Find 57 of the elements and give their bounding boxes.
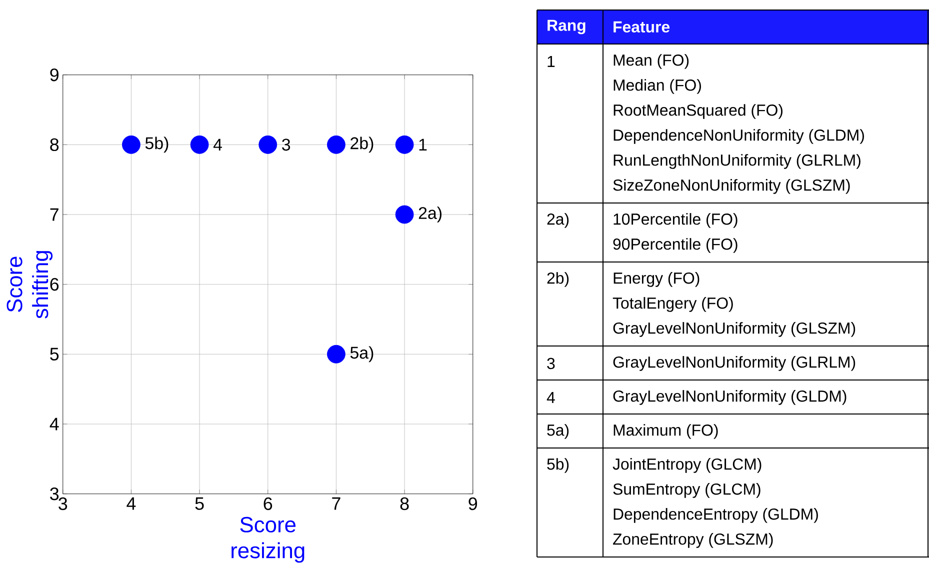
point: [327, 344, 346, 364]
x-tick-label: 7: [332, 497, 340, 510]
category-label: 2a): [547, 213, 569, 228]
text: TotalEngery (FO): [612, 297, 733, 312]
category-label: 2b): [547, 272, 569, 287]
text: GrayLevelNonUniformity (GLRLM): [613, 356, 856, 371]
y-tick-label: 9: [50, 68, 59, 82]
point: [258, 135, 278, 154]
point: [190, 135, 209, 154]
text: GrayLevelNonUniformity (GLDM): [613, 390, 846, 405]
y-tick-label: 5: [50, 348, 59, 360]
text: DependenceNonUniformity (GLDM): [614, 129, 864, 144]
annotation: 3: [282, 138, 290, 151]
category-label: 5a): [547, 424, 569, 439]
x-tick-label: 3: [58, 497, 68, 510]
category-label: Rang: [548, 20, 586, 34]
text: DependenceEntropy (GLDM): [614, 508, 818, 523]
category-label: 1: [548, 56, 555, 67]
annotation: 4: [213, 138, 222, 151]
point: [327, 135, 346, 154]
category-label: Feature: [614, 21, 670, 33]
point: [395, 205, 414, 224]
annotation: 5b): [145, 136, 168, 153]
text: SizeZoneNonUniformity (GLSZM): [613, 179, 850, 194]
y-tick-label: 7: [50, 208, 58, 221]
x-tick-label: 5: [195, 497, 204, 510]
y-tick-label: 8: [50, 138, 59, 152]
text: 10Percentile (FO): [614, 213, 738, 228]
x-axis-title: Score resizing: [232, 516, 304, 563]
category-label: 3: [547, 358, 555, 370]
category-label: 4: [546, 392, 555, 403]
text: Mean (FO): [614, 54, 689, 69]
text: Energy (FO): [614, 272, 700, 287]
text: GrayLevelNonUniformity (GLSZM): [613, 322, 856, 337]
y-tick-label: 6: [50, 278, 59, 291]
text: ZoneEntropy (GLSZM): [613, 533, 773, 548]
annotation: 1: [419, 138, 427, 151]
point: [122, 135, 140, 154]
annotation: 5a): [350, 346, 374, 362]
text: RunLengthNonUniformity (GLRLM): [614, 154, 860, 169]
annotation: 2b): [350, 136, 374, 153]
category-label: 5b): [547, 458, 569, 473]
text: SumEntropy (GLCM): [613, 483, 760, 498]
text: Maximum (FO): [614, 424, 718, 439]
annotation: 2a): [418, 206, 442, 222]
text: JointEntropy (GLCM): [612, 458, 762, 473]
point: [395, 135, 414, 154]
y-tick-label: 4: [50, 418, 59, 430]
text: 90Percentile (FO): [613, 238, 738, 253]
x-tick-label: 9: [468, 497, 478, 510]
text: Median (FO): [614, 79, 701, 94]
y-tick-label: 3: [50, 487, 59, 500]
x-tick-label: 4: [126, 497, 136, 510]
text: RootMeanSquared (FO): [614, 104, 782, 119]
x-tick-label: 8: [400, 497, 409, 510]
y-axis-title: Score shifting: [6, 251, 53, 318]
x-tick-label: 6: [264, 497, 272, 510]
